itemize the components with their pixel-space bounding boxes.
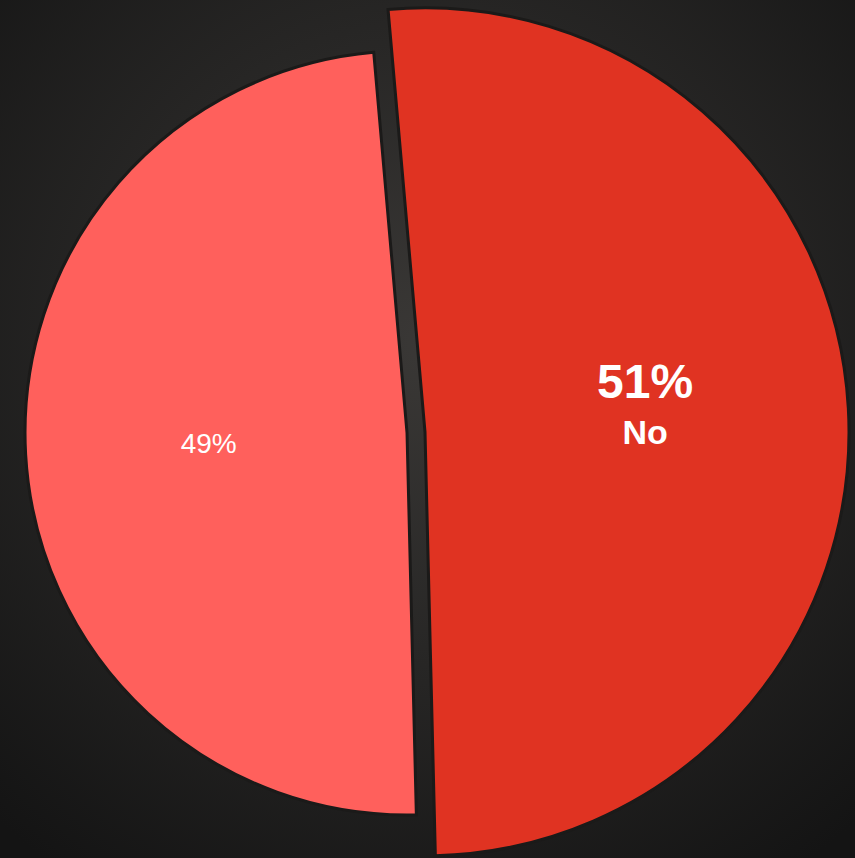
data-label: 51% [597,355,693,408]
labels: 51% No 49% [181,355,694,459]
chart: 51% No 49% [0,0,855,858]
slice [388,8,849,856]
slice [25,52,416,815]
slices [25,8,849,856]
category-label: No [622,413,667,451]
page: {"chart_data": {"type": "pie", "categori… [0,0,855,858]
background [0,0,855,858]
data-label: 49% [181,428,237,459]
